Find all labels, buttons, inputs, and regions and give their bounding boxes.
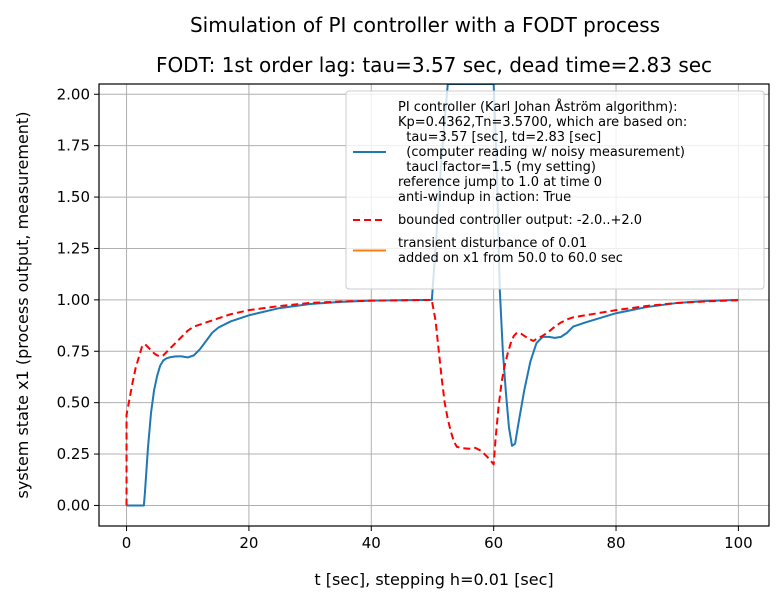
y-tick-label: 2.00: [57, 85, 90, 103]
legend: PI controller (Karl Johan Åström algorit…: [345, 90, 765, 290]
y-tick-label: 1.50: [57, 188, 90, 206]
x-tick-label: 80: [606, 534, 625, 552]
x-axis-label: t [sec], stepping h=0.01 [sec]: [314, 570, 553, 589]
x-axis-ticks: 0 20 40 60 80 100: [122, 526, 753, 552]
y-axis-label: system state x1 (process output, measure…: [13, 112, 32, 499]
y-tick-label: 1.25: [57, 239, 90, 257]
y-tick-label: 0.50: [57, 394, 90, 412]
legend-label-0: PI controller (Karl Johan Åström algorit…: [398, 99, 687, 205]
y-tick-label: 0.25: [57, 445, 90, 463]
y-tick-label: 1.00: [57, 291, 90, 309]
legend-entries: PI controller (Karl Johan Åström algorit…: [353, 99, 687, 266]
x-tick-label: 0: [122, 534, 132, 552]
x-tick-label: 60: [484, 534, 503, 552]
chart-title: Simulation of PI controller with a FODT …: [190, 13, 660, 37]
plot-frame: [98, 83, 770, 527]
series-line-0: [126, 84, 739, 507]
legend-label-2: transient disturbance of 0.01 added on x1…: [398, 236, 623, 266]
x-tick-label: 40: [362, 534, 381, 552]
series-layer: [125, 84, 739, 507]
legend-label-1: bounded controller output: -2.0..+2.0: [398, 213, 642, 228]
x-tick-label: 20: [239, 534, 258, 552]
chart-subtitle: FODT: 1st order lag: tau=3.57 sec, dead …: [156, 53, 712, 77]
y-tick-label: 0.75: [57, 342, 90, 360]
x-tick-label: 100: [724, 534, 753, 552]
legend-box: [345, 90, 765, 290]
y-tick-label: 0.00: [57, 496, 90, 514]
y-axis-ticks: 0.00 0.25 0.50 0.75 1.00 1.25 1.50 1.75 2.00: [57, 85, 99, 514]
y-tick-label: 1.75: [57, 137, 90, 155]
